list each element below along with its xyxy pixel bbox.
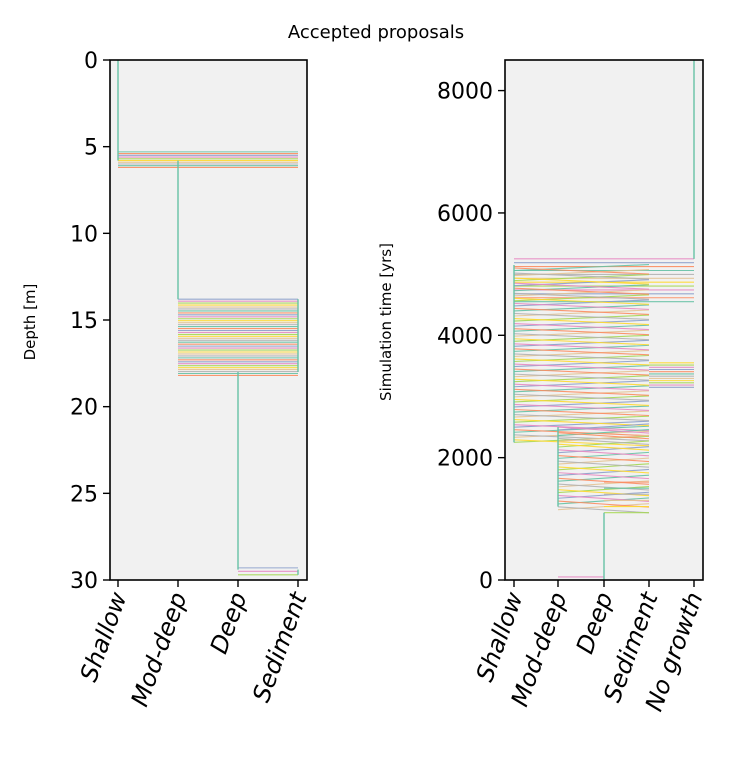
time-panel-y-ticks: 0 2000 4000 6000 8000 [437, 80, 505, 594]
proposal-transition-line [557, 454, 650, 463]
proposal-transition-line [513, 429, 650, 437]
proposal-transition-line [513, 408, 650, 417]
proposal-transition-line [513, 297, 650, 305]
proposal-transition-line [513, 272, 650, 280]
category-label-sediment: Sediment [247, 587, 313, 706]
proposal-transition-line [513, 434, 650, 442]
proposal-transition-line [513, 338, 650, 346]
proposal-transition-line [513, 282, 650, 290]
proposal-transition-line [513, 287, 650, 295]
proposal-transition-line [513, 439, 650, 447]
proposal-transition-line [513, 353, 650, 361]
proposal-transition-line [513, 398, 650, 406]
proposal-transition-line [513, 312, 650, 321]
proposal-transition-line [513, 378, 650, 386]
proposal-transition-line [557, 463, 650, 471]
proposal-transition-line [557, 472, 650, 480]
proposal-transition-line [513, 348, 650, 356]
depth-panel-y-ticks: 0 5 10 15 20 25 30 [70, 49, 110, 594]
proposal-transition-line [513, 414, 650, 422]
proposal-transition-line [513, 393, 650, 401]
y-tick-label: 2000 [437, 447, 493, 472]
y-tick-label: 15 [70, 309, 98, 334]
y-tick-label: 20 [70, 396, 98, 421]
proposal-transition-line [513, 302, 650, 310]
y-tick-label: 0 [479, 569, 493, 594]
proposal-transition-line [513, 267, 650, 275]
proposal-transition-line [513, 358, 650, 366]
proposal-transition-line [557, 437, 650, 445]
proposal-transition-line [513, 317, 650, 326]
proposal-transition-line [557, 429, 650, 437]
y-tick-label: 8000 [437, 80, 493, 105]
depth-panel-lines [117, 60, 299, 576]
proposal-transition-line [513, 424, 650, 432]
proposal-transition-line [557, 423, 650, 431]
y-tick-label: 4000 [437, 324, 493, 349]
y-tick-label: 0 [84, 49, 98, 74]
y-tick-label: 6000 [437, 202, 493, 227]
depth-panel-y-label: Depth [m] [21, 284, 39, 361]
proposal-transition-line [513, 307, 650, 315]
time-panel-y-label: Simulation time [yrs] [377, 243, 395, 401]
category-label-shallow: Shallow [75, 588, 133, 685]
proposal-transition-line [557, 434, 650, 442]
proposal-transition-line [513, 403, 650, 411]
y-tick-label: 30 [70, 569, 98, 594]
proposal-transition-line [557, 491, 650, 499]
suptitle: Accepted proposals [288, 22, 464, 43]
proposal-transition-line [557, 477, 650, 485]
proposal-transition-line [557, 486, 650, 494]
proposal-transition-line [557, 449, 650, 457]
proposal-transition-line [557, 466, 650, 474]
proposal-transition-line [557, 474, 650, 482]
proposal-transition-line [513, 292, 650, 300]
proposal-transition-line [557, 440, 650, 448]
proposal-transition-line [557, 497, 650, 505]
proposal-transition-line [513, 388, 650, 396]
proposal-transition-line [557, 443, 650, 451]
proposal-transition-line [513, 373, 650, 381]
proposal-transition-line [557, 426, 650, 434]
depth-panel-background [110, 60, 307, 580]
proposal-transition-line [513, 368, 650, 376]
category-label-mod-deep: Mod-deep [126, 588, 193, 710]
time-panel: 0 2000 4000 6000 8000 ShallowMod-deepDeepSed… [377, 59, 709, 715]
y-tick-label: 25 [70, 482, 98, 507]
proposal-transition-line [513, 328, 650, 336]
category-label-deep: Deep [205, 588, 253, 657]
time-panel-lines [513, 60, 695, 581]
proposal-transition-line [513, 343, 650, 351]
proposal-transition-line [557, 468, 650, 477]
category-label-deep: Deep [571, 588, 619, 657]
proposal-transition-line [557, 503, 650, 511]
proposal-transition-line [557, 483, 650, 491]
y-tick-label: 5 [84, 136, 98, 161]
proposal-transition-line [513, 277, 650, 285]
proposal-transition-line [513, 333, 650, 341]
proposal-transition-line [557, 451, 650, 459]
proposal-transition-line [557, 432, 650, 440]
proposal-transition-line [557, 446, 650, 454]
proposal-transition-line [513, 383, 650, 391]
proposal-transition-line [557, 457, 650, 465]
proposal-transition-line [513, 419, 650, 427]
proposal-transition-line [557, 460, 650, 468]
y-tick-label: 10 [70, 222, 98, 247]
proposal-transition-line [513, 323, 650, 331]
proposal-transition-line [513, 363, 650, 371]
proposal-transition-line [557, 506, 650, 514]
